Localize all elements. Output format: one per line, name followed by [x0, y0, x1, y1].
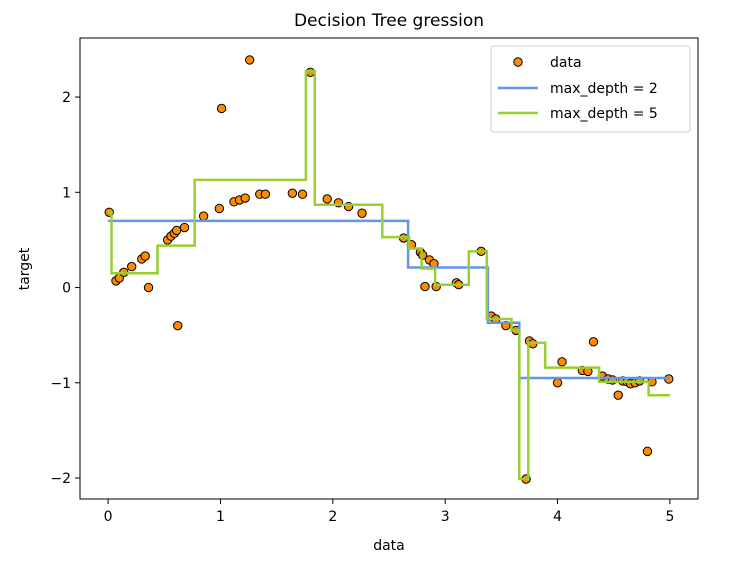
x-tick-label: 5 [665, 509, 674, 525]
y-tick-label: 0 [62, 281, 71, 297]
x-tick-label: 4 [553, 509, 562, 525]
x-tick-label: 0 [104, 509, 113, 525]
y-tick-label: 2 [62, 90, 71, 106]
x-tick-label: 2 [328, 509, 337, 525]
chart-title: Decision Tree gression [294, 11, 484, 31]
data-point [179, 222, 190, 233]
data-point [240, 193, 250, 203]
data-point [357, 208, 367, 218]
x-axis-label: data [373, 538, 405, 554]
legend-data-label: data [550, 55, 582, 71]
data-point [613, 390, 623, 400]
series-line-max-depth-5 [108, 70, 670, 481]
data-point [420, 281, 430, 292]
legend-box [490, 45, 691, 133]
y-tick-label: −2 [50, 471, 71, 487]
legend-data-marker [513, 57, 523, 67]
data-point [198, 211, 209, 221]
data-point [557, 357, 567, 367]
data-point [216, 103, 227, 114]
legend-depth5-label: max_depth = 5 [550, 106, 658, 122]
data-point [642, 446, 653, 457]
y-tick-label: −1 [50, 376, 71, 392]
data-point [552, 378, 563, 388]
y-tick-label: 1 [62, 185, 71, 201]
data-point [126, 261, 137, 272]
data-point [140, 251, 150, 261]
data-point [287, 188, 298, 198]
legend-depth2-label: max_depth = 2 [550, 81, 658, 97]
axes-frame [79, 37, 699, 500]
plot-area [104, 55, 674, 484]
data-point [171, 225, 182, 236]
legend: data max_depth = 2 max_depth = 5 [490, 45, 691, 133]
x-tick-label: 1 [216, 509, 225, 525]
data-point [244, 55, 255, 65]
data-point [297, 189, 308, 199]
axes-ticks: 0 1 2 3 4 5 2 1 0 −1 −2 [50, 90, 674, 525]
data-point [260, 189, 271, 199]
data-point [588, 337, 599, 347]
y-axis-label: target [17, 247, 33, 290]
data-point [143, 282, 154, 293]
data-point [173, 320, 183, 331]
data-point [214, 203, 225, 214]
x-tick-label: 3 [441, 509, 450, 525]
data-point [322, 194, 332, 204]
